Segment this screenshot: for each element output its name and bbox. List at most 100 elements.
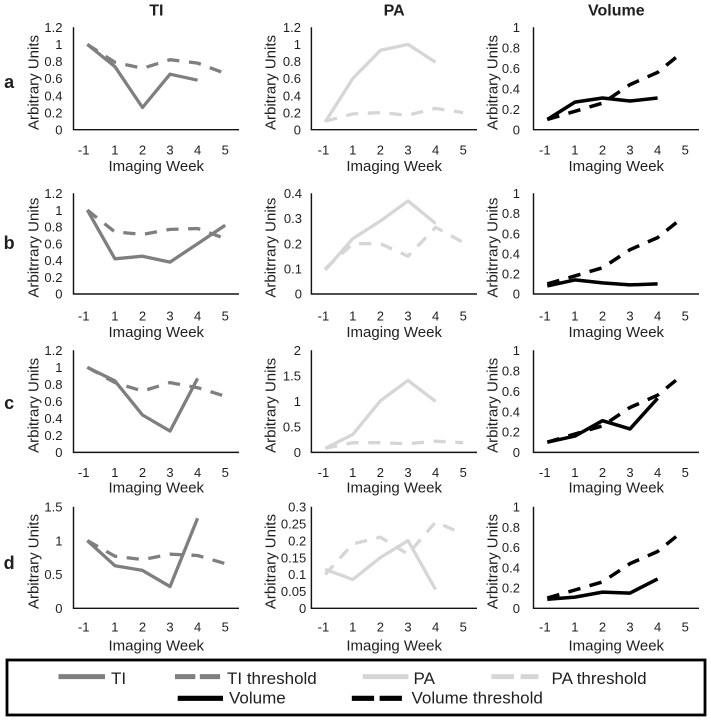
svg-text:-1: -1 bbox=[318, 465, 330, 480]
svg-text:1: 1 bbox=[571, 143, 578, 158]
svg-text:1.2: 1.2 bbox=[44, 186, 62, 201]
svg-text:-1: -1 bbox=[318, 143, 330, 158]
svg-text:0.1: 0.1 bbox=[284, 262, 302, 277]
svg-text:0.6: 0.6 bbox=[44, 71, 62, 86]
svg-text:0.8: 0.8 bbox=[44, 377, 62, 392]
svg-text:a: a bbox=[4, 72, 15, 92]
svg-text:0.4: 0.4 bbox=[284, 186, 302, 201]
svg-text:0.8: 0.8 bbox=[283, 54, 301, 69]
svg-text:1.2: 1.2 bbox=[44, 343, 62, 358]
svg-text:1.2: 1.2 bbox=[44, 20, 62, 35]
svg-text:0.5: 0.5 bbox=[44, 567, 62, 582]
svg-text:2: 2 bbox=[294, 343, 301, 358]
svg-text:2: 2 bbox=[139, 619, 146, 634]
svg-text:Arbitrrary Units: Arbitrrary Units bbox=[484, 198, 501, 298]
svg-text:Arbitrary Units: Arbitrary Units bbox=[25, 35, 42, 130]
svg-text:3: 3 bbox=[626, 143, 633, 158]
svg-text:Arbitrrary Units: Arbitrrary Units bbox=[262, 198, 279, 298]
svg-text:4: 4 bbox=[654, 143, 661, 158]
svg-text:Imaging Week: Imaging Week bbox=[108, 158, 204, 175]
svg-text:c: c bbox=[4, 393, 14, 413]
svg-text:1: 1 bbox=[349, 143, 356, 158]
svg-text:1: 1 bbox=[55, 360, 62, 375]
svg-text:5: 5 bbox=[460, 309, 467, 324]
svg-text:0.6: 0.6 bbox=[502, 384, 520, 399]
svg-text:Arbitrrary Units: Arbitrrary Units bbox=[25, 198, 42, 298]
svg-text:0.15: 0.15 bbox=[281, 550, 306, 565]
svg-text:Arbitrary Units: Arbitrary Units bbox=[484, 358, 501, 453]
svg-text:4: 4 bbox=[432, 619, 439, 634]
svg-text:1: 1 bbox=[294, 37, 301, 52]
svg-text:Volume: Volume bbox=[588, 2, 645, 19]
svg-text:0.25: 0.25 bbox=[281, 516, 306, 531]
svg-text:Imaging Week: Imaging Week bbox=[568, 324, 664, 341]
svg-text:0.4: 0.4 bbox=[44, 88, 62, 103]
svg-text:0.2: 0.2 bbox=[502, 267, 520, 282]
svg-text:1: 1 bbox=[571, 619, 578, 634]
svg-text:2: 2 bbox=[599, 309, 606, 324]
svg-text:0.4: 0.4 bbox=[502, 560, 520, 575]
svg-text:1: 1 bbox=[349, 465, 356, 480]
svg-text:2: 2 bbox=[377, 465, 384, 480]
svg-text:Imaging Week: Imaging Week bbox=[108, 324, 204, 341]
svg-text:0.05: 0.05 bbox=[281, 584, 306, 599]
svg-text:Volume: Volume bbox=[229, 689, 286, 708]
svg-text:3: 3 bbox=[626, 619, 633, 634]
svg-text:1: 1 bbox=[55, 37, 62, 52]
svg-text:4: 4 bbox=[432, 465, 439, 480]
svg-text:2: 2 bbox=[139, 465, 146, 480]
svg-text:1.2: 1.2 bbox=[283, 20, 301, 35]
svg-text:5: 5 bbox=[460, 143, 467, 158]
svg-text:1.5: 1.5 bbox=[44, 500, 62, 515]
svg-text:Imaging Week: Imaging Week bbox=[568, 158, 664, 175]
svg-text:0.2: 0.2 bbox=[44, 428, 62, 443]
svg-text:5: 5 bbox=[682, 309, 689, 324]
svg-text:1.5: 1.5 bbox=[283, 369, 301, 384]
svg-text:0: 0 bbox=[513, 122, 520, 137]
svg-text:0: 0 bbox=[299, 601, 306, 616]
svg-text:3: 3 bbox=[166, 309, 173, 324]
svg-text:1: 1 bbox=[513, 20, 520, 35]
svg-text:5: 5 bbox=[222, 465, 229, 480]
svg-text:5: 5 bbox=[682, 465, 689, 480]
svg-text:Arbitrary Units: Arbitrary Units bbox=[25, 514, 42, 609]
svg-text:4: 4 bbox=[194, 143, 201, 158]
svg-text:4: 4 bbox=[654, 465, 661, 480]
svg-text:0.8: 0.8 bbox=[44, 54, 62, 69]
svg-text:0: 0 bbox=[55, 122, 62, 137]
svg-text:0.6: 0.6 bbox=[44, 394, 62, 409]
svg-text:2: 2 bbox=[139, 309, 146, 324]
svg-text:0: 0 bbox=[295, 287, 302, 302]
svg-text:1: 1 bbox=[111, 619, 118, 634]
svg-text:5: 5 bbox=[682, 143, 689, 158]
svg-text:-1: -1 bbox=[539, 465, 551, 480]
svg-text:PA: PA bbox=[414, 669, 436, 688]
svg-text:2: 2 bbox=[599, 619, 606, 634]
svg-text:4: 4 bbox=[654, 619, 661, 634]
svg-text:Imaging Week: Imaging Week bbox=[108, 637, 204, 654]
svg-text:0: 0 bbox=[55, 287, 62, 302]
svg-text:Arbitrary Units: Arbitrary Units bbox=[484, 514, 501, 609]
svg-text:0.2: 0.2 bbox=[283, 105, 301, 120]
svg-text:0.6: 0.6 bbox=[502, 61, 520, 76]
svg-text:0.8: 0.8 bbox=[502, 40, 520, 55]
svg-text:3: 3 bbox=[166, 143, 173, 158]
svg-text:TI: TI bbox=[149, 2, 163, 19]
svg-text:0: 0 bbox=[294, 122, 301, 137]
svg-text:0.3: 0.3 bbox=[288, 500, 306, 515]
svg-text:1: 1 bbox=[111, 309, 118, 324]
svg-text:3: 3 bbox=[166, 465, 173, 480]
svg-text:0.3: 0.3 bbox=[284, 211, 302, 226]
svg-text:1: 1 bbox=[55, 533, 62, 548]
svg-text:0.4: 0.4 bbox=[502, 81, 520, 96]
svg-text:1: 1 bbox=[513, 500, 520, 515]
svg-text:1: 1 bbox=[111, 465, 118, 480]
svg-text:5: 5 bbox=[222, 619, 229, 634]
svg-text:1: 1 bbox=[294, 394, 301, 409]
svg-text:3: 3 bbox=[626, 309, 633, 324]
svg-text:-1: -1 bbox=[318, 309, 330, 324]
svg-text:4: 4 bbox=[432, 143, 439, 158]
svg-text:4: 4 bbox=[194, 465, 201, 480]
svg-text:b: b bbox=[4, 233, 15, 253]
svg-text:-1: -1 bbox=[78, 465, 90, 480]
